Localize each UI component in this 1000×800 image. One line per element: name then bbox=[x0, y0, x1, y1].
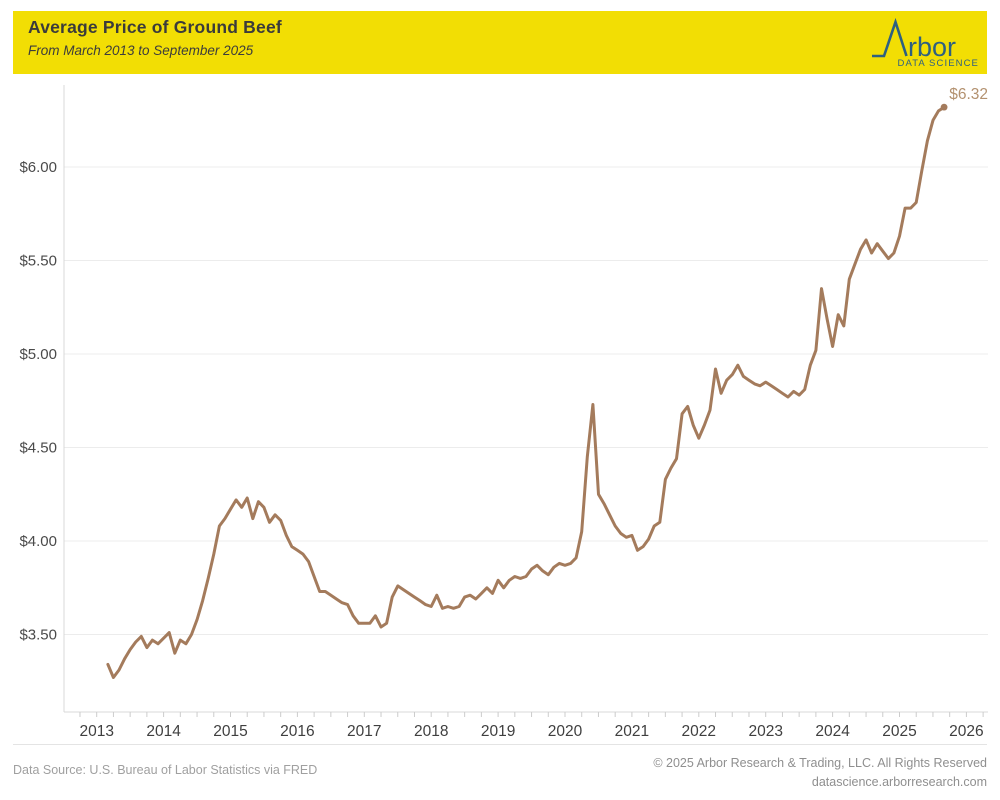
x-axis-label: 2014 bbox=[146, 723, 181, 740]
y-axis-label: $4.50 bbox=[19, 440, 57, 457]
x-axis-label: 2015 bbox=[213, 723, 247, 740]
end-value-annotation: $6.32 bbox=[949, 86, 988, 103]
y-axis-label: $6.00 bbox=[19, 159, 57, 176]
website-url: datascience.arborresearch.com bbox=[811, 775, 987, 789]
x-axis-label: 2021 bbox=[615, 723, 649, 740]
footer: Data Source: U.S. Bureau of Labor Statis… bbox=[13, 744, 987, 792]
x-axis-label: 2023 bbox=[748, 723, 782, 740]
x-axis-label: 2019 bbox=[481, 723, 515, 740]
x-axis-label: 2024 bbox=[815, 723, 850, 740]
logo-peak-icon bbox=[872, 18, 908, 58]
x-axis-label: 2013 bbox=[79, 723, 113, 740]
page-title: Average Price of Ground Beef bbox=[28, 17, 282, 37]
x-axis-label: 2026 bbox=[949, 723, 983, 740]
y-axis-label: $5.00 bbox=[19, 346, 57, 363]
copyright-text: © 2025 Arbor Research & Trading, LLC. Al… bbox=[653, 756, 987, 770]
logo-brand-text: rbor bbox=[908, 32, 956, 62]
y-axis-label: $4.00 bbox=[19, 533, 57, 550]
x-axis-label: 2025 bbox=[882, 723, 916, 740]
x-axis-label: 2022 bbox=[682, 723, 716, 740]
logo-tagline-text: DATA SCIENCE bbox=[898, 58, 979, 68]
x-axis-label: 2017 bbox=[347, 723, 381, 740]
arbor-data-science-logo: rbor DATA SCIENCE bbox=[872, 18, 979, 68]
page-subtitle: From March 2013 to September 2025 bbox=[28, 43, 254, 58]
price-line bbox=[106, 105, 946, 679]
y-axis-label: $5.50 bbox=[19, 253, 57, 270]
header-background bbox=[13, 11, 987, 74]
x-axis-label: 2016 bbox=[280, 723, 314, 740]
data-source-note: Data Source: U.S. Bureau of Labor Statis… bbox=[13, 763, 318, 777]
y-axis-label: $3.50 bbox=[19, 627, 57, 644]
header-banner: Average Price of Ground Beef From March … bbox=[13, 11, 987, 74]
x-axis-label: 2018 bbox=[414, 723, 448, 740]
copyright-block: © 2025 Arbor Research & Trading, LLC. Al… bbox=[653, 754, 987, 792]
x-axis-label: 2020 bbox=[548, 723, 583, 740]
line-end-marker bbox=[940, 103, 948, 111]
